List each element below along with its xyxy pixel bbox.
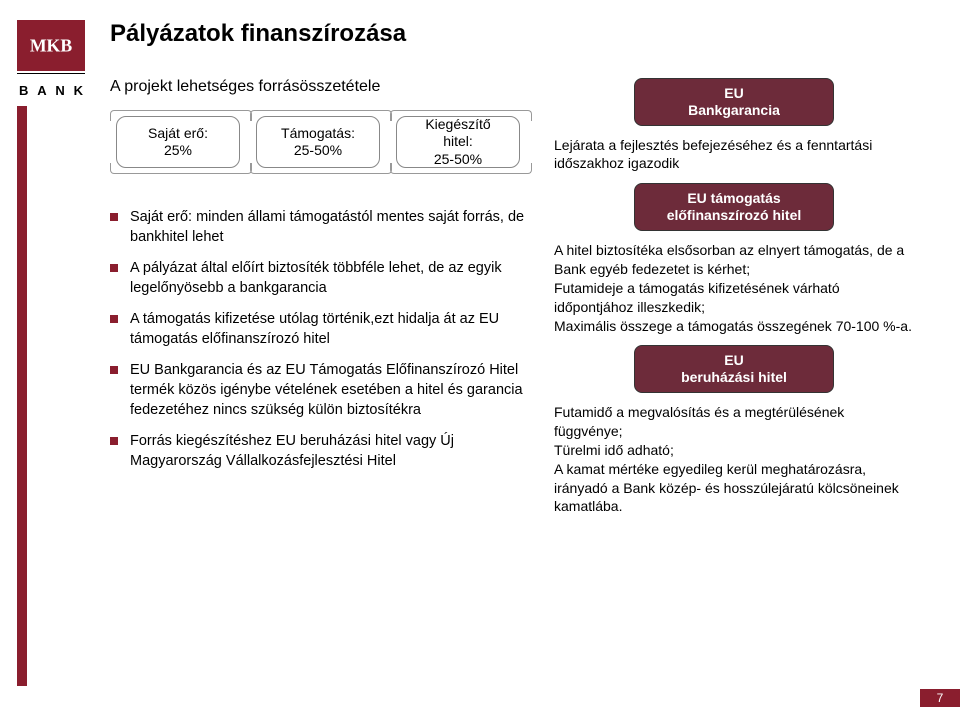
footer-bar: 7 (920, 689, 960, 707)
mkb-logo-icon: MKB (23, 31, 79, 61)
page-number: 7 (920, 689, 960, 707)
bullet-item: Forrás kiegészítéshez EU beruházási hite… (110, 432, 530, 471)
tag-eu-bankgarancia: EUBankgarancia (634, 78, 834, 126)
source-composition-banners: Saját erő:25% Támogatás:25-50% Kiegészít… (110, 110, 530, 174)
two-column-layout: A projekt lehetséges forrásösszetétele S… (110, 78, 940, 526)
slide: MKB B A N K Pályázatok finanszírozása A … (0, 0, 960, 719)
tag-eu-tamogatas-hitel: EU támogatáselőfinanszírozó hitel (634, 183, 834, 231)
tag-eu-beruhazasi-hitel: EUberuházási hitel (634, 345, 834, 393)
logo: MKB B A N K (17, 20, 85, 100)
right-text-1: Lejárata a fejlesztés befejezéséhez és a… (554, 136, 914, 174)
banner-own-funds: Saját erő:25% (110, 110, 250, 174)
column-right: EUBankgarancia Lejárata a fejlesztés bef… (554, 78, 914, 526)
right-text-2: A hitel biztosítéka elsősorban az elnyer… (554, 241, 914, 335)
page-title: Pályázatok finanszírozása (110, 20, 940, 48)
bullet-item: A pályázat által előírt biztosíték többf… (110, 259, 530, 298)
sidebar: MKB B A N K (0, 0, 96, 719)
banner-label: Saját erő:25% (116, 116, 240, 168)
bullet-item: EU Bankgarancia és az EU Támogatás Előfi… (110, 361, 530, 420)
accent-stripe (17, 106, 27, 686)
bullet-list: Saját erő: minden állami támogatástól me… (110, 208, 530, 471)
content: Pályázatok finanszírozása A projekt lehe… (110, 20, 940, 526)
right-text-3: Futamidő a megvalósítás és a megtérülésé… (554, 403, 914, 516)
logo-letter: B (19, 83, 28, 98)
svg-text:MKB: MKB (30, 35, 73, 55)
banner-label: Kiegészítőhitel:25-50% (396, 116, 520, 168)
banner-grant: Támogatás:25-50% (250, 110, 390, 174)
left-subtitle: A projekt lehetséges forrásösszetétele (110, 78, 530, 96)
banner-supplementary-loan: Kiegészítőhitel:25-50% (390, 110, 530, 174)
logo-letter: K (74, 83, 83, 98)
logo-mark: MKB (17, 20, 85, 71)
logo-letter: N (55, 83, 64, 98)
bullet-item: A támogatás kifizetése utólag történik,e… (110, 310, 530, 349)
bullet-item: Saját erő: minden állami támogatástól me… (110, 208, 530, 247)
column-left: A projekt lehetséges forrásösszetétele S… (110, 78, 530, 526)
logo-subtext: B A N K (17, 80, 85, 100)
banner-label: Támogatás:25-50% (256, 116, 380, 168)
logo-separator (17, 73, 85, 74)
logo-letter: A (37, 83, 46, 98)
